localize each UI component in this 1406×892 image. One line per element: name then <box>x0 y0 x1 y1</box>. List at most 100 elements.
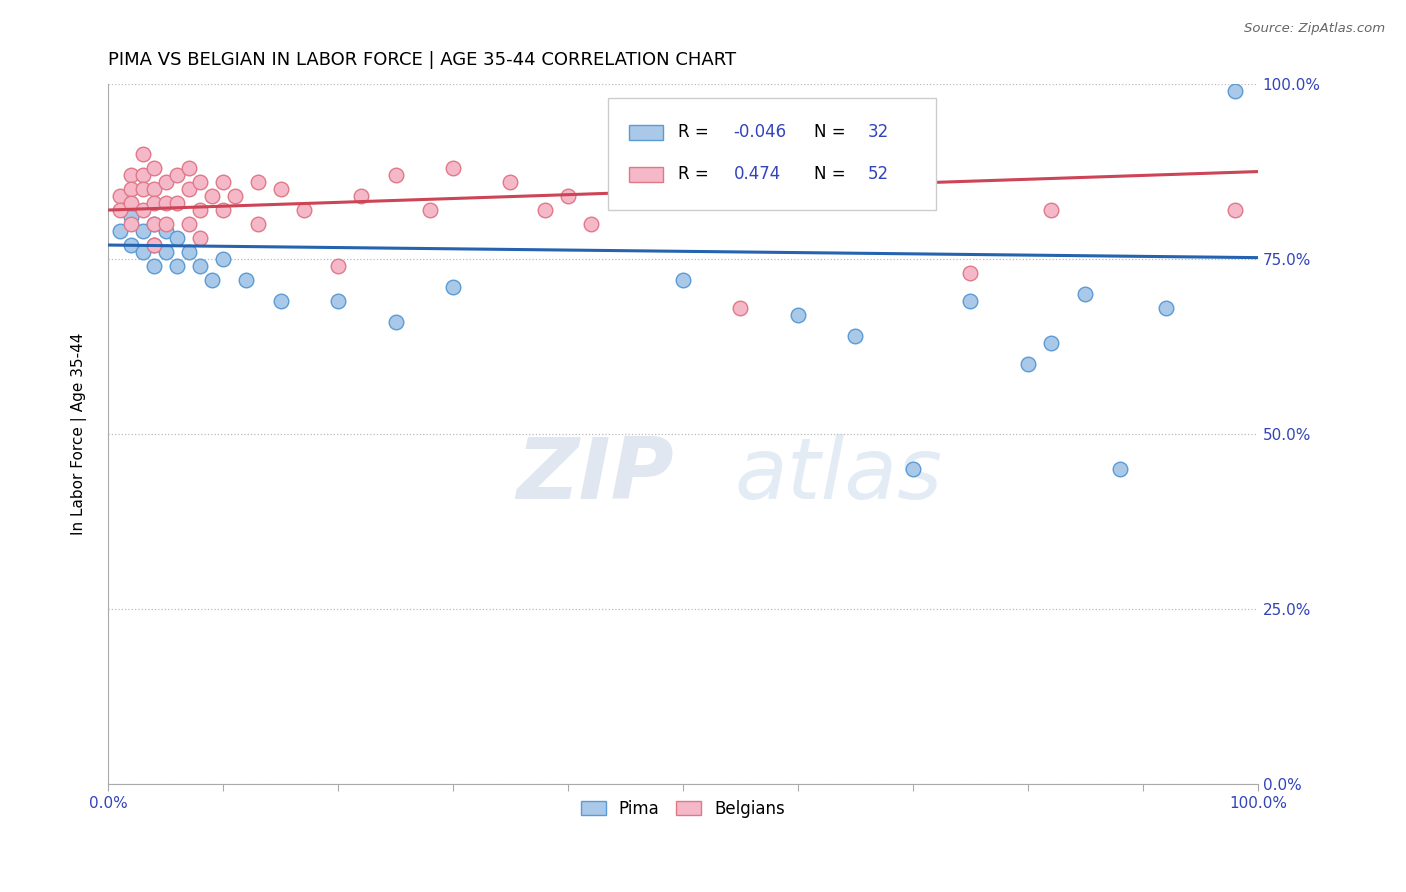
Point <box>441 280 464 294</box>
Point <box>959 266 981 280</box>
Point <box>384 315 406 329</box>
Point <box>143 259 166 273</box>
Point <box>292 202 315 217</box>
Text: 32: 32 <box>868 123 890 142</box>
Point <box>959 293 981 308</box>
Point <box>155 217 177 231</box>
Point <box>143 217 166 231</box>
Point <box>212 252 235 266</box>
Point <box>120 210 142 224</box>
Point <box>1017 357 1039 371</box>
Point <box>212 175 235 189</box>
Point <box>177 182 200 196</box>
Point <box>188 175 211 189</box>
Text: 52: 52 <box>868 165 889 184</box>
Point <box>166 259 188 273</box>
Point <box>1039 202 1062 217</box>
Point <box>787 175 810 189</box>
Point <box>177 245 200 260</box>
Point <box>120 217 142 231</box>
Point <box>901 175 924 189</box>
Point <box>166 231 188 245</box>
Point <box>200 273 222 287</box>
Point <box>131 168 153 182</box>
Text: PIMA VS BELGIAN IN LABOR FORCE | AGE 35-44 CORRELATION CHART: PIMA VS BELGIAN IN LABOR FORCE | AGE 35-… <box>108 51 737 69</box>
Point <box>1154 301 1177 315</box>
Point <box>143 238 166 252</box>
Text: N =: N = <box>814 123 851 142</box>
Point <box>166 168 188 182</box>
Text: R =: R = <box>678 123 714 142</box>
Point <box>108 189 131 203</box>
Point <box>200 189 222 203</box>
Point <box>579 217 602 231</box>
Point <box>120 238 142 252</box>
Point <box>384 168 406 182</box>
Point <box>143 196 166 211</box>
Point <box>730 301 752 315</box>
Point <box>557 189 579 203</box>
Point <box>155 196 177 211</box>
Point <box>108 202 131 217</box>
Point <box>672 273 695 287</box>
Point <box>270 182 292 196</box>
Point <box>270 293 292 308</box>
Point <box>1108 462 1130 476</box>
Point <box>166 196 188 211</box>
Point <box>879 161 901 175</box>
Point <box>120 168 142 182</box>
FancyBboxPatch shape <box>609 98 936 210</box>
Y-axis label: In Labor Force | Age 35-44: In Labor Force | Age 35-44 <box>72 333 87 535</box>
Point <box>177 161 200 175</box>
Text: -0.046: -0.046 <box>734 123 787 142</box>
Point <box>155 175 177 189</box>
Point <box>614 175 637 189</box>
FancyBboxPatch shape <box>628 125 664 140</box>
Point <box>534 202 557 217</box>
Point <box>143 182 166 196</box>
Point <box>120 196 142 211</box>
Point <box>131 182 153 196</box>
Point <box>1039 336 1062 351</box>
Point <box>844 329 866 343</box>
Text: ZIP: ZIP <box>516 434 673 517</box>
Point <box>188 259 211 273</box>
Point <box>143 217 166 231</box>
FancyBboxPatch shape <box>628 167 664 182</box>
Point <box>844 189 866 203</box>
Text: atlas: atlas <box>735 434 942 517</box>
Point <box>326 259 349 273</box>
Point <box>1223 202 1246 217</box>
Point <box>212 202 235 217</box>
Point <box>188 202 211 217</box>
Legend: Pima, Belgians: Pima, Belgians <box>574 793 792 824</box>
Point <box>155 224 177 238</box>
Point <box>246 217 269 231</box>
Point <box>235 273 257 287</box>
Point <box>131 224 153 238</box>
Point <box>131 147 153 161</box>
Point <box>901 462 924 476</box>
Point <box>224 189 246 203</box>
Point <box>177 217 200 231</box>
Point <box>326 293 349 308</box>
Point <box>143 161 166 175</box>
Text: R =: R = <box>678 165 714 184</box>
Text: N =: N = <box>814 165 851 184</box>
Point <box>108 224 131 238</box>
Point <box>787 308 810 322</box>
Point <box>120 182 142 196</box>
Point <box>419 202 441 217</box>
Point <box>499 175 522 189</box>
Point <box>155 245 177 260</box>
Point <box>188 231 211 245</box>
Point <box>350 189 373 203</box>
Point <box>246 175 269 189</box>
Point <box>131 245 153 260</box>
Point <box>131 202 153 217</box>
Point <box>143 238 166 252</box>
Point <box>1074 287 1097 301</box>
Text: Source: ZipAtlas.com: Source: ZipAtlas.com <box>1244 22 1385 36</box>
Text: 0.474: 0.474 <box>734 165 780 184</box>
Point <box>1223 84 1246 98</box>
